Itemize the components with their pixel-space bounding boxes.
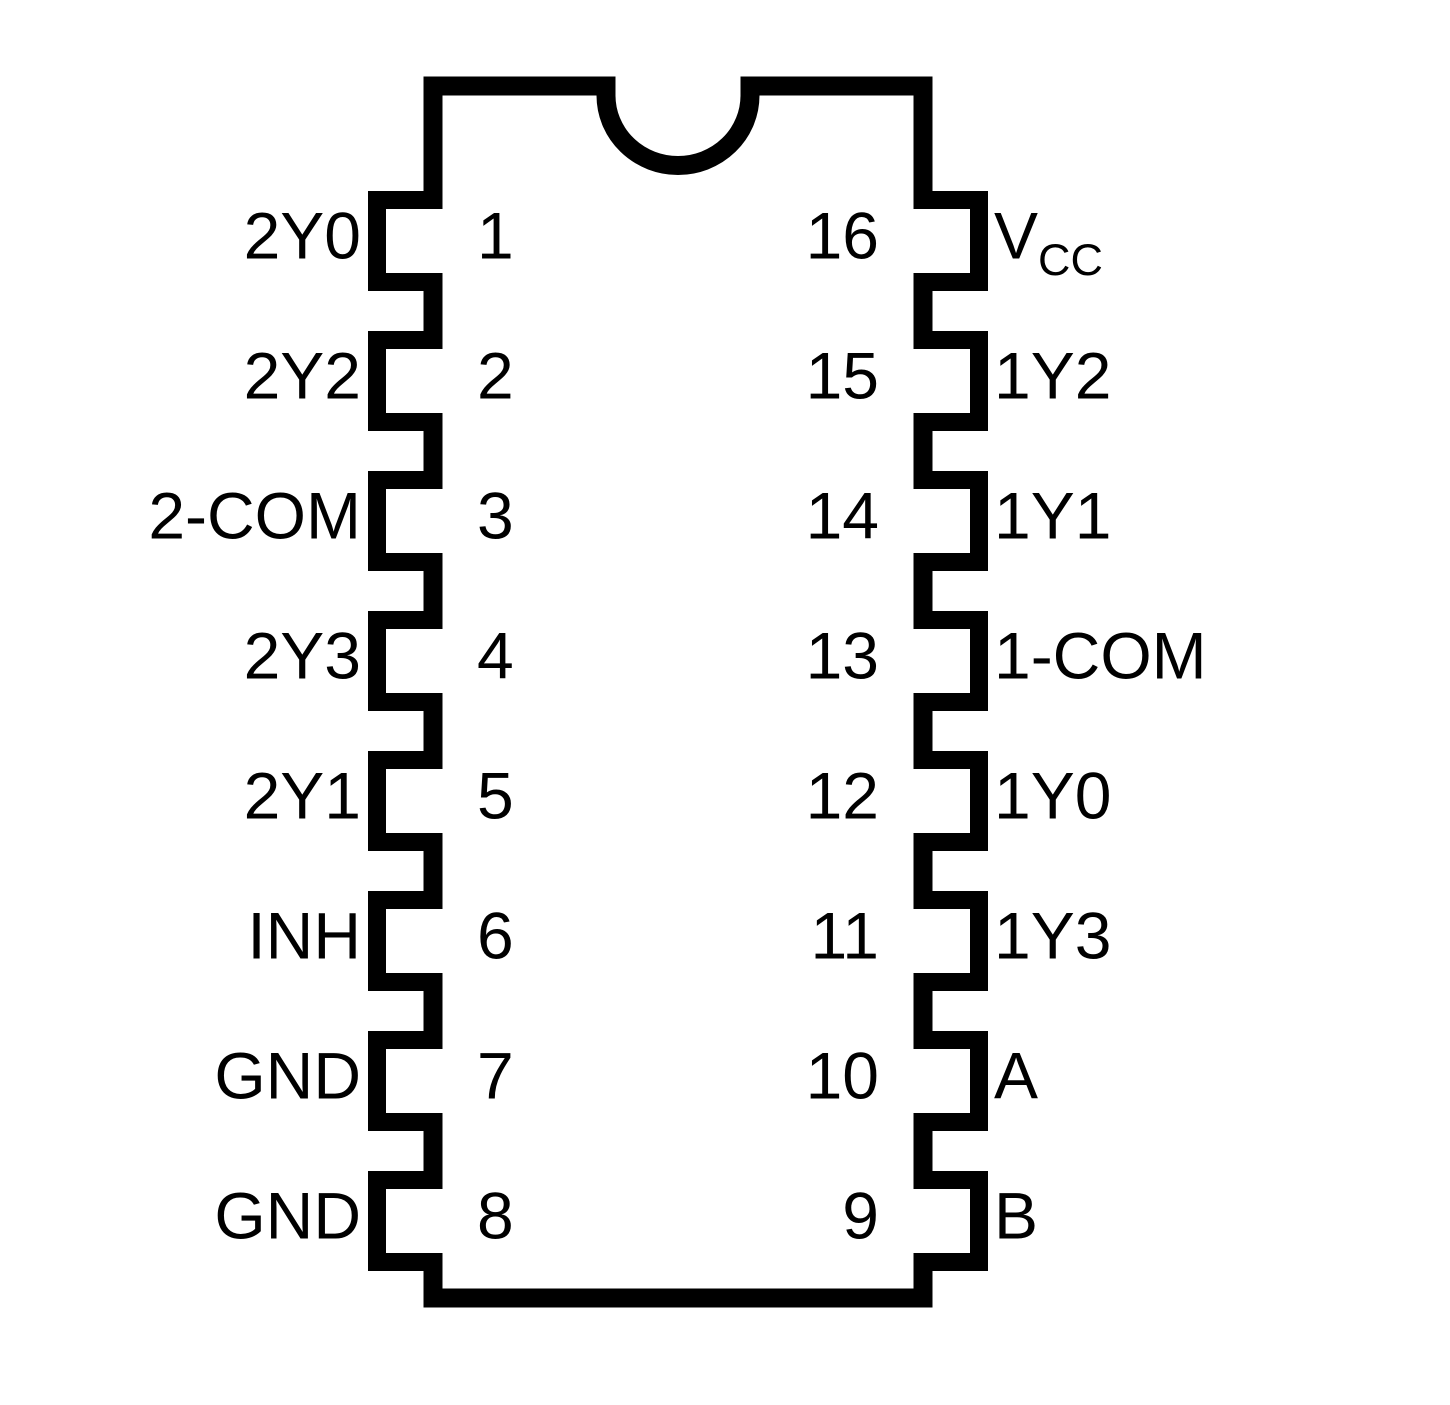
pin-number-right: 11 [810, 898, 879, 972]
pin-label-left: GND [214, 1038, 361, 1112]
pin-gap [913, 629, 934, 693]
pin-gap [423, 1189, 444, 1253]
pin-gap [423, 209, 444, 273]
pin-label-right: 1Y3 [994, 898, 1111, 972]
pin-gap [423, 629, 444, 693]
pin-label-right: 1Y1 [994, 478, 1111, 552]
chip-svg: 2Y0 1 2Y2 2 2-COM 3 2Y3 4 2Y1 5 INH 6 GND 7 GND 8 16 VCC 1… [0, 0, 1450, 1400]
notch-gap [616, 76, 741, 97]
pin-number-left: 1 [477, 198, 514, 272]
pin-number-right: 16 [806, 198, 879, 272]
chip-notch [606, 96, 750, 166]
pin-number-right: 12 [806, 758, 879, 832]
pin-label-left: 2Y0 [244, 198, 361, 272]
pin-gap [423, 349, 444, 413]
pin-label-right: 1Y0 [994, 758, 1111, 832]
pin-label-right: B [994, 1178, 1038, 1252]
pin-number-left: 2 [477, 338, 514, 412]
pin-gap [913, 1049, 934, 1113]
pin-gap [423, 769, 444, 833]
pin-label-left: GND [214, 1178, 361, 1252]
pin-number-right: 10 [806, 1038, 879, 1112]
pin-gap [913, 489, 934, 553]
pin-gap [423, 489, 444, 553]
pin-label-right: 1-COM [994, 618, 1207, 692]
pin-number-left: 3 [477, 478, 514, 552]
pin-gap [913, 1189, 934, 1253]
pin-label-right: VCC [994, 198, 1103, 284]
pin-gap [423, 1049, 444, 1113]
pin-label-left: INH [247, 898, 361, 972]
pin-gap [423, 909, 444, 973]
pin-number-left: 5 [477, 758, 514, 832]
pin-number-left: 8 [477, 1178, 514, 1252]
pin-number-right: 14 [806, 478, 879, 552]
pin-gap [913, 349, 934, 413]
pin-number-right: 15 [806, 338, 879, 412]
pin-number-right: 13 [806, 618, 879, 692]
ic-pinout-diagram: 2Y0 1 2Y2 2 2-COM 3 2Y3 4 2Y1 5 INH 6 GND 7 GND 8 16 VCC 1… [0, 0, 1450, 1400]
pin-number-left: 7 [477, 1038, 514, 1112]
pin-label-right: 1Y2 [994, 338, 1111, 412]
pin-number-left: 4 [477, 618, 514, 692]
pin-gap [913, 909, 934, 973]
pin-label-left: 2Y1 [244, 758, 361, 832]
pin-gap [913, 769, 934, 833]
pin-number-right: 9 [842, 1178, 879, 1252]
pin-gap [913, 209, 934, 273]
pin-label-left: 2-COM [148, 478, 361, 552]
pin-label-left: 2Y3 [244, 618, 361, 692]
pin-number-left: 6 [477, 898, 514, 972]
pin-label-right: A [994, 1038, 1038, 1112]
pin-label-left: 2Y2 [244, 338, 361, 412]
